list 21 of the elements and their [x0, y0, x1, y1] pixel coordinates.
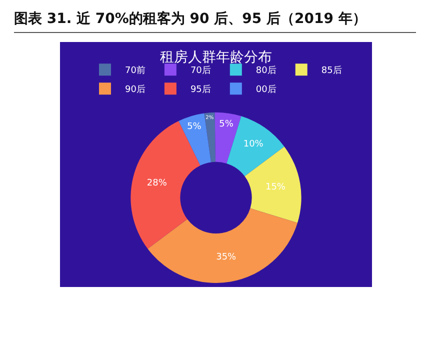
- legend-label: 00后: [256, 84, 276, 96]
- legend-label: 80后: [256, 65, 276, 76]
- data-label: 10%: [243, 139, 264, 150]
- legend-label: 85后: [321, 65, 342, 76]
- donut-slice: [244, 146, 302, 223]
- donut-slice: [204, 112, 216, 162]
- donut-slice: [130, 120, 200, 249]
- data-label: 5%: [187, 122, 202, 132]
- data-label: 35%: [216, 252, 237, 262]
- legend-label: 70前: [125, 65, 146, 76]
- donut-slice: [214, 112, 242, 164]
- legend-label: 70后: [190, 65, 211, 76]
- legend-label: 90后: [125, 84, 146, 96]
- data-label: 15%: [265, 182, 286, 192]
- chart-subtitle: 租房人群年龄分布: [160, 50, 272, 66]
- chart-title: 图表 31. 近 70%的租客为 90 后、95 后（2019 年）: [14, 10, 366, 28]
- legend-label: 95后: [190, 84, 211, 96]
- data-label: 5%: [219, 120, 234, 130]
- donut-slice: [178, 113, 212, 166]
- data-label: 28%: [146, 178, 168, 188]
- donut-slice: [148, 208, 298, 283]
